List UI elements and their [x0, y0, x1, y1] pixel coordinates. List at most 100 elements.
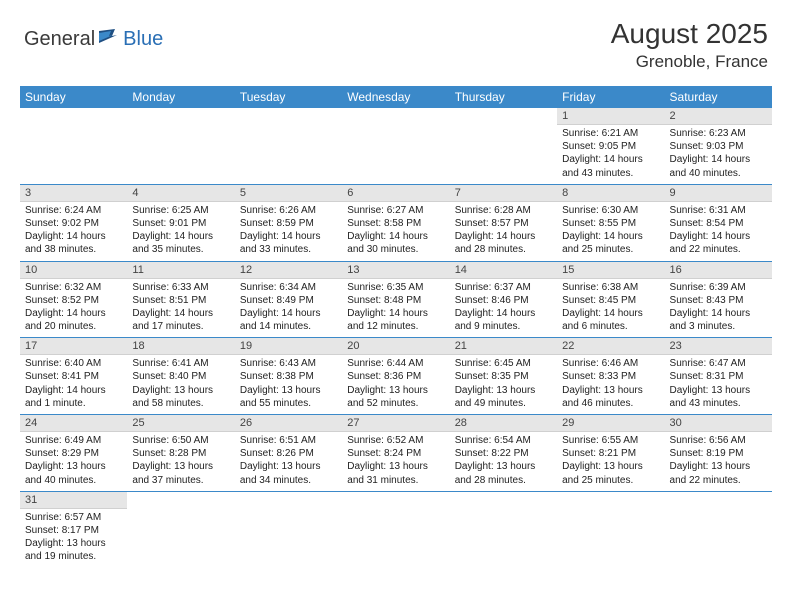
sunrise-line: Sunrise: 6:44 AM — [347, 357, 444, 370]
sunrise-line: Sunrise: 6:55 AM — [562, 434, 659, 447]
daylight-line: Daylight: 14 hours — [25, 307, 122, 320]
day-number: 6 — [342, 185, 449, 202]
calendar-week-row: 10Sunrise: 6:32 AMSunset: 8:52 PMDayligh… — [20, 261, 772, 338]
day-number: 13 — [342, 262, 449, 279]
daylight-line: Daylight: 13 hours — [562, 460, 659, 473]
daylight-line: Daylight: 14 hours — [25, 384, 122, 397]
calendar-day-cell: 30Sunrise: 6:56 AMSunset: 8:19 PMDayligh… — [665, 415, 772, 492]
sunset-line: Sunset: 9:01 PM — [132, 217, 229, 230]
sunrise-line: Sunrise: 6:52 AM — [347, 434, 444, 447]
day-details: Sunrise: 6:51 AMSunset: 8:26 PMDaylight:… — [235, 432, 342, 491]
sunset-line: Sunset: 8:46 PM — [455, 294, 552, 307]
calendar-day-cell: 8Sunrise: 6:30 AMSunset: 8:55 PMDaylight… — [557, 184, 664, 261]
daylight-line: Daylight: 14 hours — [670, 230, 767, 243]
calendar-day-cell: 2Sunrise: 6:23 AMSunset: 9:03 PMDaylight… — [665, 108, 772, 184]
calendar-day-cell: 4Sunrise: 6:25 AMSunset: 9:01 PMDaylight… — [127, 184, 234, 261]
logo-text-general: General — [24, 28, 95, 51]
calendar-day-cell: 5Sunrise: 6:26 AMSunset: 8:59 PMDaylight… — [235, 184, 342, 261]
calendar-day-cell: 3Sunrise: 6:24 AMSunset: 9:02 PMDaylight… — [20, 184, 127, 261]
daylight-line-2: and 22 minutes. — [670, 243, 767, 256]
daylight-line: Daylight: 13 hours — [240, 384, 337, 397]
day-number: 30 — [665, 415, 772, 432]
location: Grenoble, France — [611, 52, 768, 72]
daylight-line-2: and 25 minutes. — [562, 474, 659, 487]
sunset-line: Sunset: 8:35 PM — [455, 370, 552, 383]
day-details: Sunrise: 6:40 AMSunset: 8:41 PMDaylight:… — [20, 355, 127, 414]
sunrise-line: Sunrise: 6:31 AM — [670, 204, 767, 217]
calendar-day-cell — [342, 108, 449, 184]
day-details: Sunrise: 6:39 AMSunset: 8:43 PMDaylight:… — [665, 279, 772, 338]
sunrise-line: Sunrise: 6:30 AM — [562, 204, 659, 217]
sunrise-line: Sunrise: 6:37 AM — [455, 281, 552, 294]
day-number: 12 — [235, 262, 342, 279]
daylight-line-2: and 28 minutes. — [455, 474, 552, 487]
day-details: Sunrise: 6:57 AMSunset: 8:17 PMDaylight:… — [20, 509, 127, 568]
sunrise-line: Sunrise: 6:26 AM — [240, 204, 337, 217]
sunset-line: Sunset: 8:55 PM — [562, 217, 659, 230]
calendar-day-cell: 25Sunrise: 6:50 AMSunset: 8:28 PMDayligh… — [127, 415, 234, 492]
day-details: Sunrise: 6:41 AMSunset: 8:40 PMDaylight:… — [127, 355, 234, 414]
sunrise-line: Sunrise: 6:38 AM — [562, 281, 659, 294]
day-details: Sunrise: 6:49 AMSunset: 8:29 PMDaylight:… — [20, 432, 127, 491]
weekday-header: Saturday — [665, 86, 772, 108]
daylight-line: Daylight: 13 hours — [670, 384, 767, 397]
day-number: 23 — [665, 338, 772, 355]
day-number: 3 — [20, 185, 127, 202]
sunset-line: Sunset: 8:45 PM — [562, 294, 659, 307]
day-details: Sunrise: 6:31 AMSunset: 8:54 PMDaylight:… — [665, 202, 772, 261]
day-details: Sunrise: 6:54 AMSunset: 8:22 PMDaylight:… — [450, 432, 557, 491]
day-number: 8 — [557, 185, 664, 202]
sunset-line: Sunset: 8:54 PM — [670, 217, 767, 230]
daylight-line-2: and 30 minutes. — [347, 243, 444, 256]
sunrise-line: Sunrise: 6:41 AM — [132, 357, 229, 370]
sunrise-line: Sunrise: 6:21 AM — [562, 127, 659, 140]
calendar-table: SundayMondayTuesdayWednesdayThursdayFrid… — [20, 86, 772, 568]
daylight-line-2: and 6 minutes. — [562, 320, 659, 333]
day-number: 15 — [557, 262, 664, 279]
sunset-line: Sunset: 8:38 PM — [240, 370, 337, 383]
weekday-header-row: SundayMondayTuesdayWednesdayThursdayFrid… — [20, 86, 772, 108]
day-details: Sunrise: 6:55 AMSunset: 8:21 PMDaylight:… — [557, 432, 664, 491]
day-details: Sunrise: 6:28 AMSunset: 8:57 PMDaylight:… — [450, 202, 557, 261]
daylight-line-2: and 35 minutes. — [132, 243, 229, 256]
daylight-line: Daylight: 13 hours — [132, 460, 229, 473]
day-number: 22 — [557, 338, 664, 355]
sunset-line: Sunset: 8:43 PM — [670, 294, 767, 307]
calendar-day-cell: 18Sunrise: 6:41 AMSunset: 8:40 PMDayligh… — [127, 338, 234, 415]
daylight-line: Daylight: 14 hours — [562, 153, 659, 166]
sunrise-line: Sunrise: 6:45 AM — [455, 357, 552, 370]
day-details: Sunrise: 6:30 AMSunset: 8:55 PMDaylight:… — [557, 202, 664, 261]
daylight-line-2: and 22 minutes. — [670, 474, 767, 487]
title-block: August 2025 Grenoble, France — [611, 18, 768, 72]
sunset-line: Sunset: 8:51 PM — [132, 294, 229, 307]
sunset-line: Sunset: 9:03 PM — [670, 140, 767, 153]
calendar-day-cell — [235, 491, 342, 567]
calendar-day-cell: 22Sunrise: 6:46 AMSunset: 8:33 PMDayligh… — [557, 338, 664, 415]
day-number: 1 — [557, 108, 664, 125]
daylight-line-2: and 12 minutes. — [347, 320, 444, 333]
day-number: 17 — [20, 338, 127, 355]
sunset-line: Sunset: 8:19 PM — [670, 447, 767, 460]
calendar-day-cell: 21Sunrise: 6:45 AMSunset: 8:35 PMDayligh… — [450, 338, 557, 415]
calendar-week-row: 24Sunrise: 6:49 AMSunset: 8:29 PMDayligh… — [20, 415, 772, 492]
daylight-line: Daylight: 13 hours — [562, 384, 659, 397]
day-details: Sunrise: 6:52 AMSunset: 8:24 PMDaylight:… — [342, 432, 449, 491]
daylight-line-2: and 17 minutes. — [132, 320, 229, 333]
daylight-line: Daylight: 13 hours — [670, 460, 767, 473]
daylight-line-2: and 40 minutes. — [25, 474, 122, 487]
daylight-line-2: and 9 minutes. — [455, 320, 552, 333]
weekday-header: Thursday — [450, 86, 557, 108]
calendar-day-cell — [127, 108, 234, 184]
calendar-week-row: 17Sunrise: 6:40 AMSunset: 8:41 PMDayligh… — [20, 338, 772, 415]
sunset-line: Sunset: 9:02 PM — [25, 217, 122, 230]
sunset-line: Sunset: 8:33 PM — [562, 370, 659, 383]
sunrise-line: Sunrise: 6:32 AM — [25, 281, 122, 294]
sunset-line: Sunset: 8:58 PM — [347, 217, 444, 230]
sunset-line: Sunset: 8:26 PM — [240, 447, 337, 460]
sunset-line: Sunset: 8:36 PM — [347, 370, 444, 383]
daylight-line: Daylight: 14 hours — [455, 307, 552, 320]
sunset-line: Sunset: 8:57 PM — [455, 217, 552, 230]
day-details: Sunrise: 6:21 AMSunset: 9:05 PMDaylight:… — [557, 125, 664, 184]
day-details: Sunrise: 6:37 AMSunset: 8:46 PMDaylight:… — [450, 279, 557, 338]
daylight-line-2: and 14 minutes. — [240, 320, 337, 333]
